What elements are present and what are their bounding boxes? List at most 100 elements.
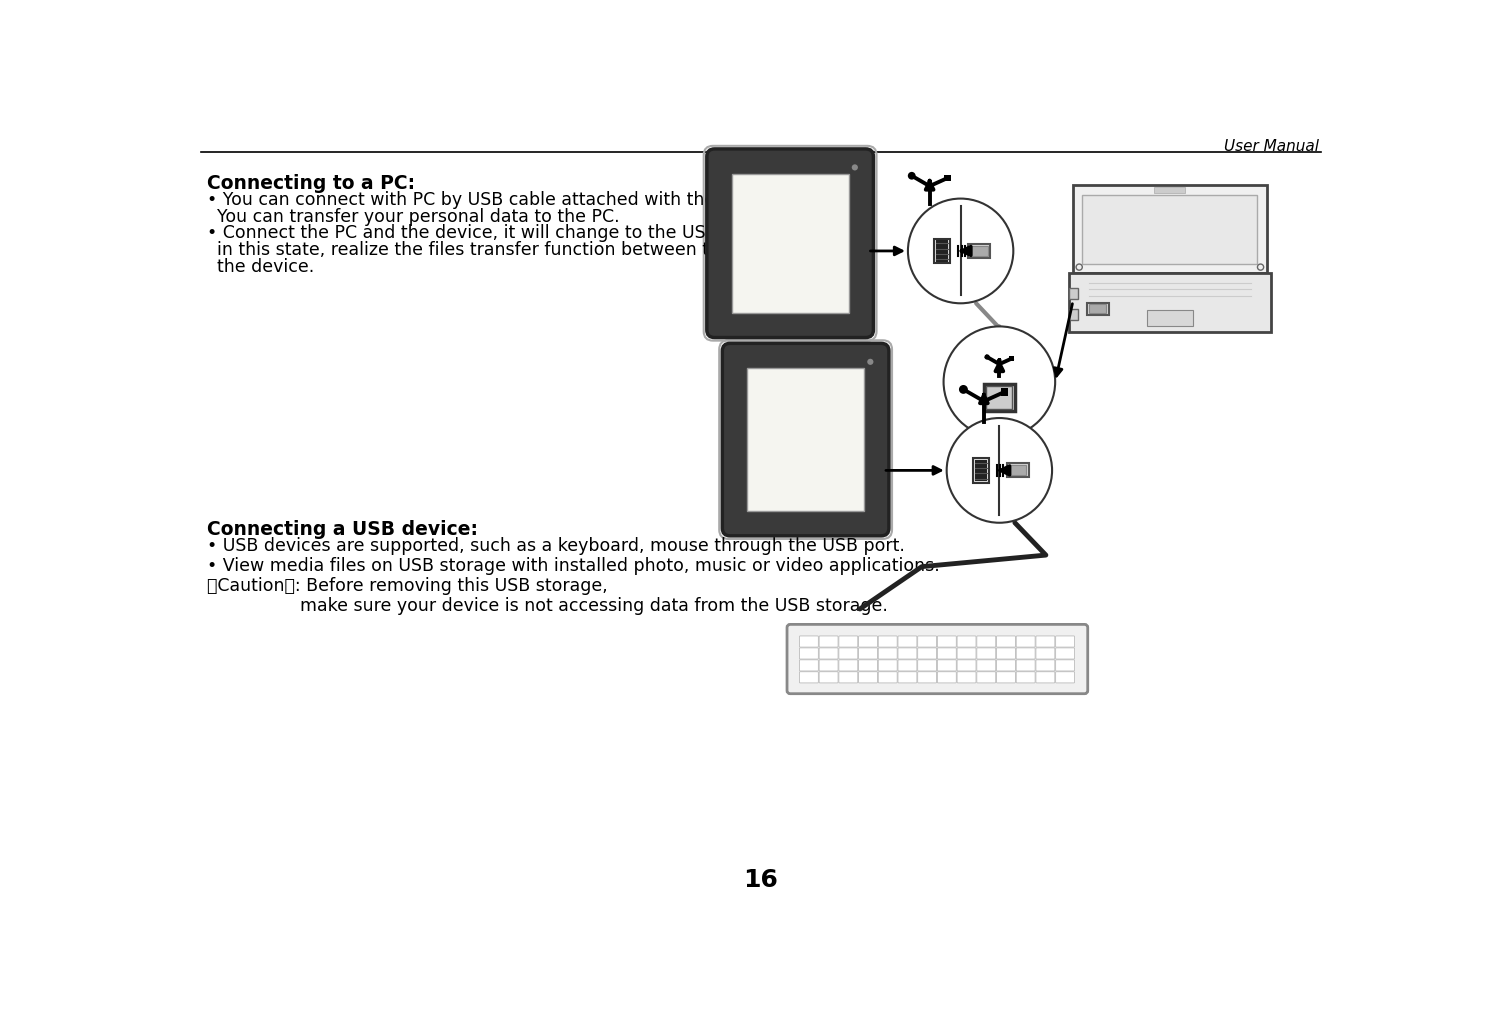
Bar [1154,187,1185,193]
FancyBboxPatch shape [1056,647,1075,659]
Text: make sure your device is not accessing data from the USB storage.: make sure your device is not accessing d… [300,597,888,616]
Text: • Connect the PC and the device, it will change to the USB mode,: • Connect the PC and the device, it will… [208,224,778,242]
Text: Connecting to a PC:: Connecting to a PC: [208,174,416,193]
FancyBboxPatch shape [799,647,818,659]
FancyBboxPatch shape [858,672,878,683]
FancyBboxPatch shape [918,660,937,671]
Text: the device.: the device. [217,258,313,276]
Circle shape [852,164,858,170]
FancyBboxPatch shape [898,636,916,647]
Bar [985,384,1014,411]
FancyBboxPatch shape [1016,660,1035,671]
Circle shape [907,172,916,180]
Bar [1083,195,1258,264]
FancyBboxPatch shape [937,636,956,647]
FancyBboxPatch shape [1016,672,1035,683]
FancyBboxPatch shape [839,647,858,659]
Circle shape [943,326,1056,437]
FancyBboxPatch shape [1056,660,1075,671]
Bar [974,460,988,481]
FancyBboxPatch shape [956,636,976,647]
FancyBboxPatch shape [996,660,1016,671]
Text: 【Caution】: Before removing this USB storage,: 【Caution】: Before removing this USB stor… [208,578,607,595]
Bar [1069,309,1078,320]
Circle shape [946,418,1051,523]
FancyBboxPatch shape [820,647,838,659]
FancyBboxPatch shape [722,344,890,536]
FancyBboxPatch shape [996,636,1016,647]
FancyBboxPatch shape [956,647,976,659]
FancyBboxPatch shape [918,636,937,647]
FancyBboxPatch shape [839,672,858,683]
Bar [1069,288,1078,300]
Bar [971,246,988,255]
FancyBboxPatch shape [878,660,897,671]
FancyBboxPatch shape [996,672,1016,683]
Circle shape [907,199,1013,304]
FancyBboxPatch shape [1037,672,1054,683]
FancyBboxPatch shape [799,672,818,683]
Circle shape [959,385,968,394]
Bar [1007,464,1029,477]
Bar [1074,186,1267,273]
Bar [934,239,950,264]
Bar [1010,356,1014,361]
FancyBboxPatch shape [878,636,897,647]
FancyBboxPatch shape [799,636,818,647]
FancyBboxPatch shape [977,660,996,671]
FancyBboxPatch shape [1016,636,1035,647]
Bar [968,244,990,258]
Bar [1090,305,1106,313]
Bar [936,240,949,262]
FancyBboxPatch shape [996,647,1016,659]
Text: • You can connect with PC by USB cable attached with the device.: • You can connect with PC by USB cable a… [208,191,784,209]
FancyBboxPatch shape [937,672,956,683]
Circle shape [867,359,873,365]
Text: in this state, realize the files transfer function between the PC and: in this state, realize the files transfe… [217,241,797,259]
FancyBboxPatch shape [858,647,878,659]
FancyBboxPatch shape [1056,672,1075,683]
FancyBboxPatch shape [1016,647,1035,659]
FancyBboxPatch shape [918,672,937,683]
FancyBboxPatch shape [898,660,916,671]
Bar [1001,388,1008,396]
FancyBboxPatch shape [977,647,996,659]
FancyBboxPatch shape [820,672,838,683]
Text: • USB devices are supported, such as a keyboard, mouse through the USB port.: • USB devices are supported, such as a k… [208,538,906,555]
FancyBboxPatch shape [787,625,1087,694]
Circle shape [985,354,990,360]
FancyBboxPatch shape [937,660,956,671]
Bar [944,174,950,182]
FancyBboxPatch shape [937,647,956,659]
Text: Connecting a USB device:: Connecting a USB device: [208,520,478,540]
Text: 16: 16 [742,868,778,892]
Text: User Manual: User Manual [1224,140,1319,154]
FancyBboxPatch shape [898,647,916,659]
FancyBboxPatch shape [977,672,996,683]
FancyBboxPatch shape [956,672,976,683]
FancyBboxPatch shape [1037,647,1054,659]
Bar [986,386,1013,409]
FancyBboxPatch shape [820,660,838,671]
Bar [747,368,864,511]
FancyBboxPatch shape [956,660,976,671]
FancyBboxPatch shape [878,647,897,659]
Text: • View media files on USB storage with installed photo, music or video applicati: • View media files on USB storage with i… [208,557,940,576]
FancyBboxPatch shape [918,647,937,659]
Bar [1069,273,1271,331]
FancyBboxPatch shape [858,660,878,671]
Bar [973,458,989,482]
FancyBboxPatch shape [898,672,916,683]
Text: You can transfer your personal data to the PC.: You can transfer your personal data to t… [217,208,619,226]
FancyBboxPatch shape [1037,636,1054,647]
FancyBboxPatch shape [839,660,858,671]
FancyBboxPatch shape [1056,636,1075,647]
FancyBboxPatch shape [799,660,818,671]
FancyBboxPatch shape [977,636,996,647]
Bar [1010,466,1026,475]
FancyBboxPatch shape [839,636,858,647]
FancyBboxPatch shape [858,636,878,647]
Bar [1146,310,1192,325]
Bar [1087,303,1109,315]
FancyBboxPatch shape [820,636,838,647]
